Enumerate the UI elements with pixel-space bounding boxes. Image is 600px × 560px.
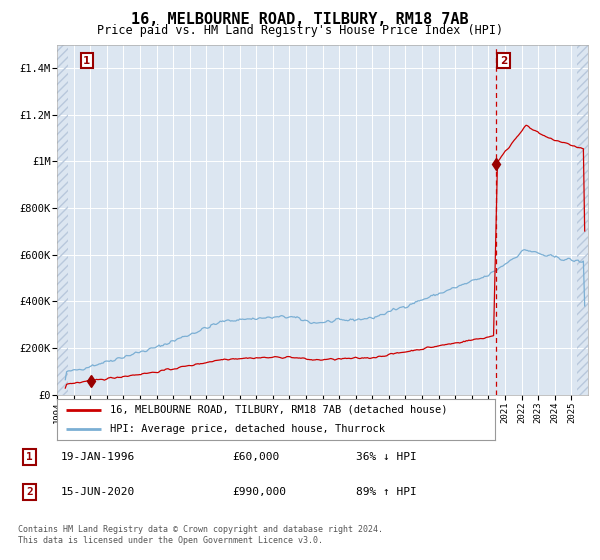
Text: HPI: Average price, detached house, Thurrock: HPI: Average price, detached house, Thur… xyxy=(110,424,385,435)
Text: £990,000: £990,000 xyxy=(232,487,286,497)
Text: 2: 2 xyxy=(26,487,33,497)
Bar xyxy=(57,45,68,395)
Text: 16, MELBOURNE ROAD, TILBURY, RM18 7AB: 16, MELBOURNE ROAD, TILBURY, RM18 7AB xyxy=(131,12,469,27)
Text: Contains HM Land Registry data © Crown copyright and database right 2024.
This d: Contains HM Land Registry data © Crown c… xyxy=(18,525,383,545)
Text: 1: 1 xyxy=(83,55,91,66)
Text: 15-JUN-2020: 15-JUN-2020 xyxy=(60,487,134,497)
Text: Price paid vs. HM Land Registry's House Price Index (HPI): Price paid vs. HM Land Registry's House … xyxy=(97,24,503,36)
Bar xyxy=(577,45,588,395)
Text: £60,000: £60,000 xyxy=(232,452,280,462)
Text: 16, MELBOURNE ROAD, TILBURY, RM18 7AB (detached house): 16, MELBOURNE ROAD, TILBURY, RM18 7AB (d… xyxy=(110,405,447,415)
Text: 1: 1 xyxy=(26,452,33,462)
Text: 36% ↓ HPI: 36% ↓ HPI xyxy=(356,452,417,462)
Text: 19-JAN-1996: 19-JAN-1996 xyxy=(60,452,134,462)
Text: 2: 2 xyxy=(500,55,507,66)
Text: 89% ↑ HPI: 89% ↑ HPI xyxy=(356,487,417,497)
